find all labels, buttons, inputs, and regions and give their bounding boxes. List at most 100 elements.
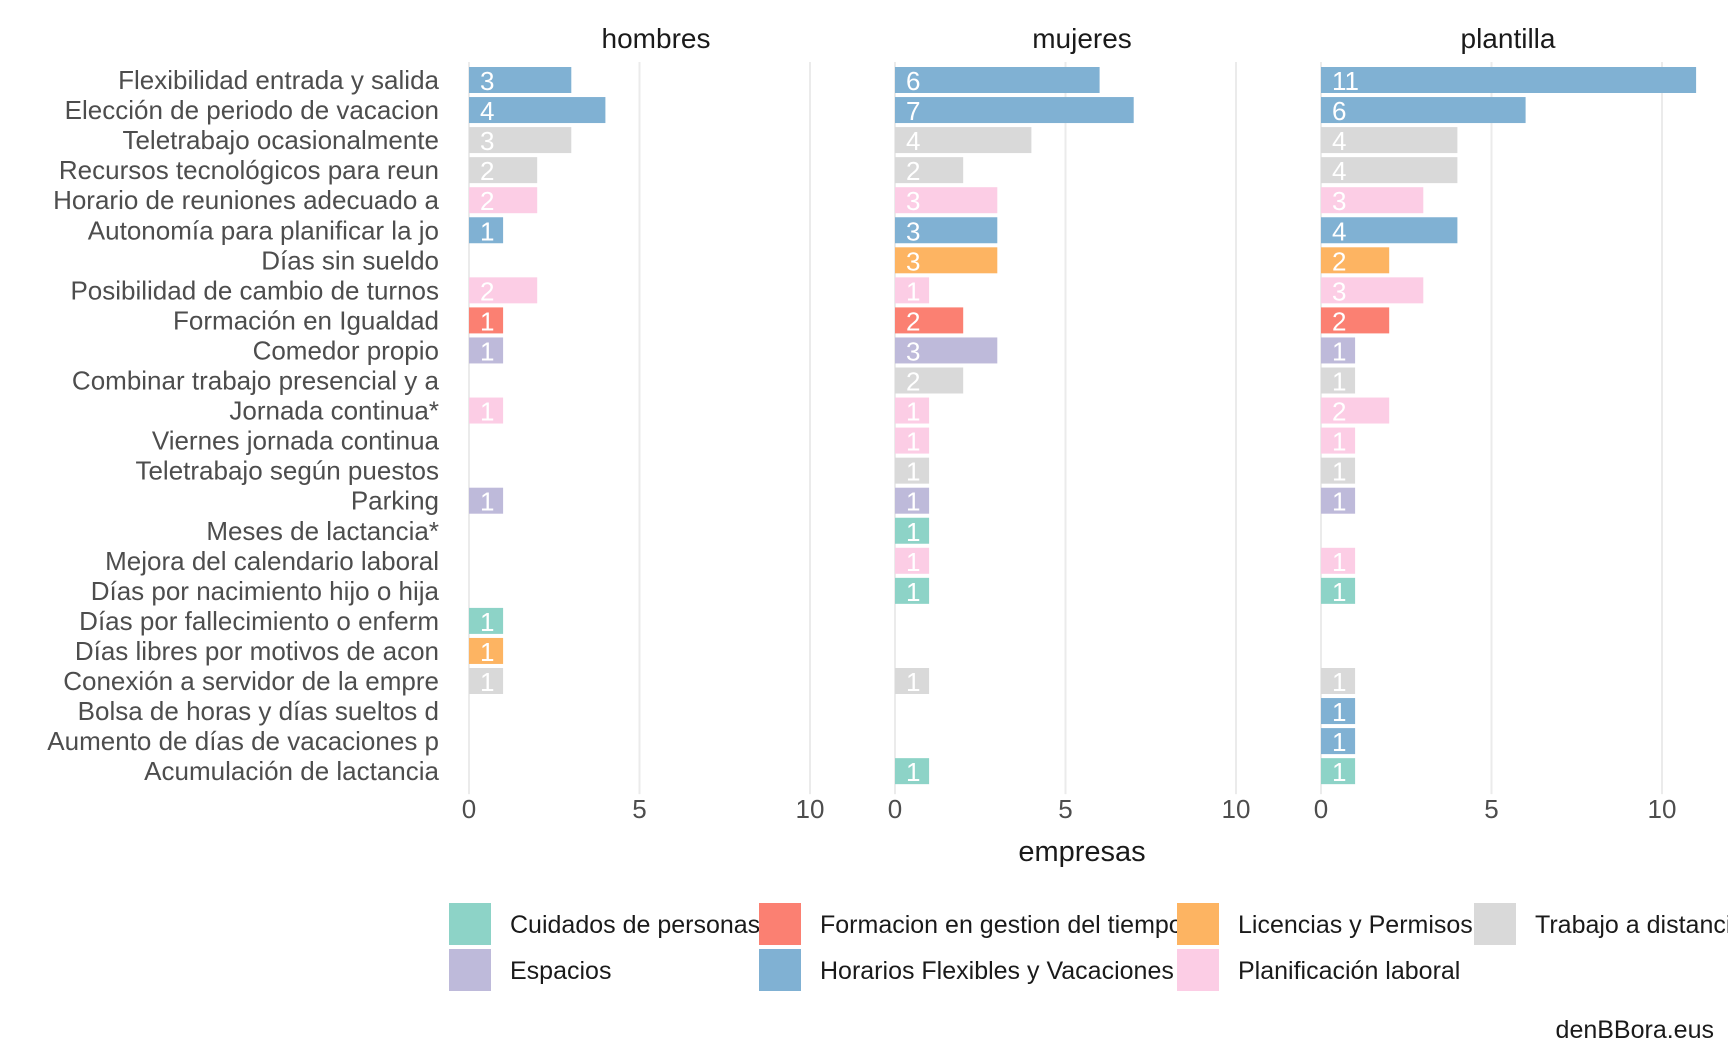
bar-value-label: 1 — [906, 457, 920, 487]
bar — [1321, 427, 1356, 454]
bar — [895, 577, 930, 604]
legend-label: Espacios — [510, 957, 611, 985]
bar — [895, 127, 1032, 154]
bar-value-label: 1 — [906, 667, 920, 697]
bar-value-label: 1 — [906, 577, 920, 607]
bar-value-label: 1 — [1332, 667, 1346, 697]
bar-value-label: 1 — [1332, 547, 1346, 577]
legend-swatch — [759, 949, 801, 991]
bar-value-label: 3 — [1332, 276, 1346, 306]
x-tick-label: 0 — [888, 794, 902, 824]
bar-value-label: 2 — [1332, 246, 1346, 276]
legend-swatch — [449, 903, 491, 945]
x-tick-label: 5 — [632, 794, 646, 824]
category-label: Teletrabajo ocasionalmente — [122, 125, 439, 155]
bar-value-label: 2 — [906, 156, 920, 186]
bar-value-label: 4 — [1332, 156, 1346, 186]
bar — [895, 547, 930, 574]
bar — [1321, 487, 1356, 514]
category-label: Recursos tecnológicos para reun — [59, 155, 439, 185]
legend-label: Horarios Flexibles y Vacaciones — [820, 957, 1174, 985]
bar — [895, 97, 1134, 124]
x-tick-label: 5 — [1058, 794, 1072, 824]
category-label: Formación en Igualdad — [173, 305, 439, 335]
category-label: Combinar trabajo presencial y a — [72, 366, 440, 396]
category-label: Días sin sueldo — [261, 245, 439, 275]
bar-value-label: 1 — [1332, 336, 1346, 366]
bar — [895, 517, 930, 544]
category-label: Conexión a servidor de la empre — [63, 666, 439, 696]
bar-value-label: 4 — [1332, 216, 1346, 246]
category-label: Días libres por motivos de acon — [75, 636, 439, 666]
x-tick-label: 10 — [1222, 794, 1251, 824]
bar — [895, 367, 964, 394]
bar — [1321, 457, 1356, 484]
bar-value-label: 4 — [1332, 126, 1346, 156]
x-tick-label: 0 — [462, 794, 476, 824]
bar-value-label: 1 — [906, 487, 920, 517]
caption: denBBora.eus — [1556, 1016, 1714, 1044]
bar-value-label: 11 — [1332, 66, 1359, 96]
bar — [1321, 187, 1424, 214]
bar — [895, 277, 930, 304]
bar-value-label: 1 — [1332, 487, 1346, 517]
bar — [469, 187, 538, 214]
bar — [1321, 67, 1697, 93]
bar — [1321, 668, 1356, 694]
bar-value-label: 1 — [906, 276, 920, 306]
category-label: Elección de periodo de vacacion — [65, 95, 439, 125]
bar — [469, 337, 504, 364]
bar-value-label: 3 — [480, 66, 494, 96]
x-tick-label: 10 — [796, 794, 825, 824]
bar — [1321, 97, 1526, 124]
bar — [1321, 397, 1390, 424]
bar-value-label: 3 — [906, 336, 920, 366]
bar — [1321, 547, 1356, 574]
bar — [895, 157, 964, 184]
bar — [895, 307, 964, 334]
bar-value-label: 1 — [1332, 757, 1346, 787]
bar — [895, 337, 998, 364]
bar-value-label: 1 — [1332, 457, 1346, 487]
bar-value-label: 1 — [480, 306, 494, 336]
bar — [469, 97, 606, 124]
bar — [1321, 728, 1356, 755]
bar-value-label: 1 — [1332, 727, 1346, 757]
bar-value-label: 1 — [480, 637, 494, 667]
bar — [469, 127, 572, 154]
bar-value-label: 6 — [906, 66, 920, 96]
bar — [895, 668, 930, 694]
bar-value-label: 1 — [1332, 427, 1346, 457]
bar — [1321, 157, 1458, 184]
bar — [895, 187, 998, 214]
bar — [895, 397, 930, 424]
bar — [895, 67, 1100, 93]
category-label: Posibilidad de cambio de turnos — [70, 275, 439, 305]
category-label: Autonomía para planificar la jo — [88, 215, 439, 245]
facet-title: plantilla — [1461, 23, 1556, 54]
bar-value-label: 1 — [480, 607, 494, 637]
bar-value-label: 1 — [1332, 697, 1346, 727]
bar-value-label: 2 — [480, 186, 494, 216]
legend-swatch — [1177, 903, 1219, 945]
category-label: Mejora del calendario laboral — [105, 546, 439, 576]
bar-value-label: 4 — [480, 96, 494, 126]
bar — [469, 607, 504, 634]
bar — [469, 67, 572, 93]
bar — [1321, 247, 1390, 274]
category-label: Horario de reuniones adecuado a — [53, 185, 439, 215]
bar-value-label: 1 — [906, 517, 920, 547]
bar-value-label: 1 — [480, 216, 494, 246]
bar-value-label: 6 — [1332, 96, 1346, 126]
bar-value-label: 2 — [1332, 397, 1346, 427]
bar — [469, 668, 504, 694]
facet-title: hombres — [602, 23, 711, 54]
bar-value-label: 1 — [1332, 367, 1346, 397]
bar-value-label: 1 — [480, 397, 494, 427]
bar-value-label: 4 — [906, 126, 920, 156]
bar-value-label: 1 — [480, 487, 494, 517]
bar — [1321, 367, 1356, 394]
category-label: Parking — [351, 486, 439, 516]
x-tick-label: 0 — [1314, 794, 1328, 824]
